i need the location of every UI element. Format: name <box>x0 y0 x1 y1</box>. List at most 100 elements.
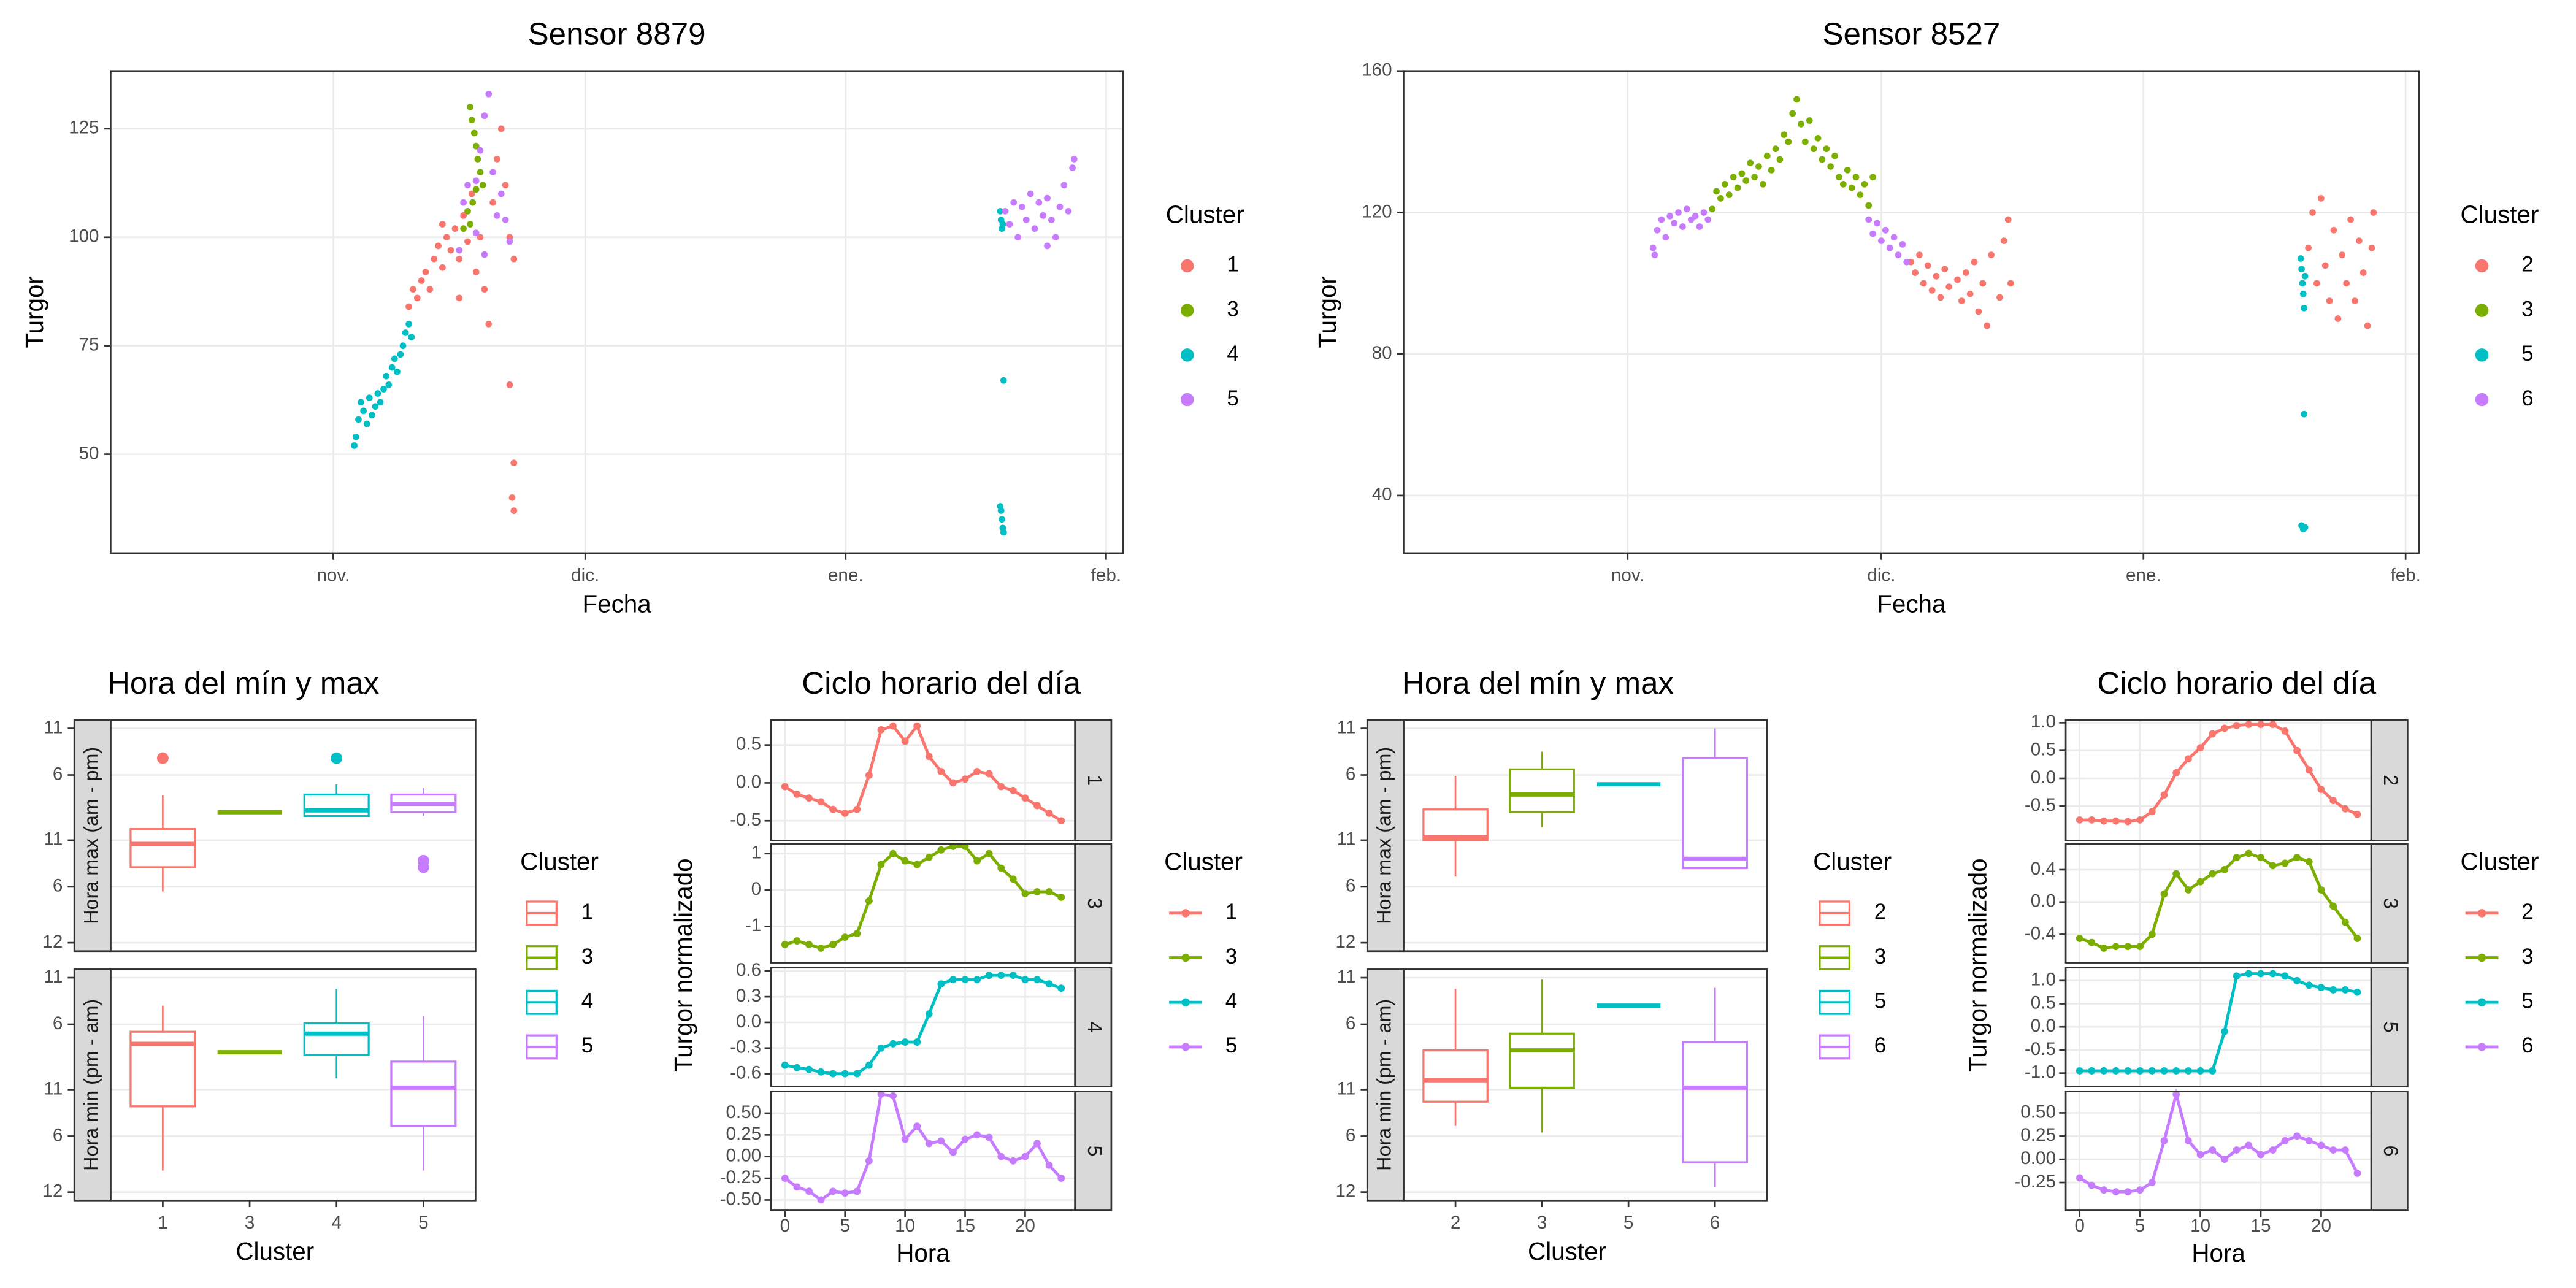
box <box>1509 768 1575 813</box>
y-tick-label: 0.5 <box>2031 739 2056 759</box>
point <box>1679 223 1686 230</box>
point <box>2112 817 2120 825</box>
legend-label: 2 <box>2521 253 2533 277</box>
x-tick-label: 0 <box>2074 1216 2084 1236</box>
point <box>937 846 945 854</box>
point <box>1035 199 1043 206</box>
y-tick-label: 160 <box>1362 60 1392 80</box>
point <box>2329 902 2337 910</box>
point <box>913 1122 921 1130</box>
point <box>1651 251 1658 259</box>
point <box>1760 180 1766 188</box>
point <box>2000 237 2007 245</box>
strip-label: 4 <box>1084 1022 1106 1033</box>
point <box>502 182 509 189</box>
point <box>2355 237 2363 245</box>
point <box>1009 1157 1017 1165</box>
point <box>405 303 412 310</box>
point <box>2353 810 2361 818</box>
point <box>2309 209 2316 216</box>
point <box>2136 816 2144 824</box>
point <box>2100 944 2108 952</box>
legend-label: 5 <box>1874 989 1886 1013</box>
y-tick-label: 11 <box>1337 1078 1356 1098</box>
point <box>435 242 442 250</box>
y-tick-label: -0.5 <box>2025 795 2056 815</box>
point <box>2281 727 2289 735</box>
point <box>1865 216 1873 223</box>
point <box>426 286 434 293</box>
point <box>913 861 921 868</box>
point <box>1810 145 1817 153</box>
point <box>2293 1132 2301 1140</box>
point <box>1056 203 1064 210</box>
point <box>841 809 849 817</box>
point <box>485 320 493 328</box>
y-tick-label: 125 <box>69 118 99 138</box>
strip-label: 5 <box>2380 1022 2402 1033</box>
strip-label: Hora max (am - pm) <box>1373 747 1395 924</box>
y-tick-label: 6 <box>53 876 63 896</box>
x-tick-label: feb. <box>1091 565 1121 585</box>
box <box>1422 808 1489 841</box>
point <box>1890 234 1898 241</box>
point <box>889 1040 897 1048</box>
point <box>2339 251 2346 259</box>
point <box>464 182 471 189</box>
x-tick-label: feb. <box>2390 565 2420 585</box>
legend-label: 3 <box>2521 297 2533 321</box>
x-tick-label: dic. <box>1867 565 1895 585</box>
strip-label: 1 <box>1084 775 1106 786</box>
point <box>2172 1091 2180 1098</box>
point <box>481 112 488 120</box>
point <box>405 320 412 328</box>
panel-border <box>1403 70 2420 554</box>
point <box>2209 870 2217 878</box>
legend-key <box>1181 953 1190 962</box>
point <box>1044 242 1051 250</box>
point <box>1988 251 1995 259</box>
point <box>479 182 486 189</box>
x-tick-label: 3 <box>1537 1213 1547 1233</box>
point <box>2100 817 2108 825</box>
x-tick-label: 1 <box>158 1213 167 1233</box>
point <box>949 976 957 984</box>
point <box>2136 943 2144 951</box>
legend-label: 5 <box>581 1033 593 1057</box>
strip-label: 3 <box>1084 898 1106 909</box>
point <box>2196 1151 2204 1159</box>
point <box>2313 280 2320 287</box>
point <box>2317 886 2325 894</box>
point <box>2269 970 2277 978</box>
point <box>502 217 509 223</box>
strip <box>2370 967 2409 1087</box>
point <box>829 1187 837 1195</box>
point <box>388 364 396 371</box>
point <box>1865 202 1873 209</box>
legend-label: 3 <box>1874 945 1886 968</box>
point <box>460 225 467 232</box>
point <box>1920 280 1927 287</box>
point <box>2088 816 2096 824</box>
point <box>2305 981 2313 989</box>
legend-title: Cluster <box>2461 200 2539 228</box>
point <box>1031 225 1038 232</box>
point <box>377 399 384 406</box>
point <box>2305 766 2313 774</box>
point <box>380 386 387 393</box>
point <box>497 190 505 197</box>
point <box>2076 1174 2083 1182</box>
legend-label: 6 <box>2521 386 2533 410</box>
y-tick-label: 0.4 <box>2031 859 2056 879</box>
point <box>1052 234 1059 241</box>
y-tick-label: 0.0 <box>2031 1016 2056 1036</box>
point <box>997 783 1005 791</box>
y-tick-label: 12 <box>1335 1181 1355 1201</box>
point <box>853 805 861 813</box>
point <box>464 207 471 215</box>
point <box>1798 120 1804 128</box>
point <box>2317 1141 2325 1149</box>
point <box>1065 207 1072 215</box>
y-tick-label: 75 <box>79 335 99 355</box>
point <box>1806 117 1813 124</box>
